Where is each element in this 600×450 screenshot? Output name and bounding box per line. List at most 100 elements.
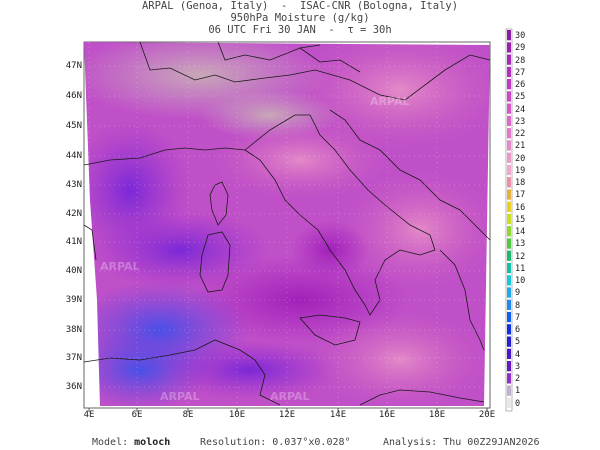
colorbar-tick-label: 22 [515, 129, 526, 140]
watermark: ARPAL [160, 390, 200, 403]
colorbar-tick-label: 6 [515, 325, 521, 336]
colorbar-swatch [507, 201, 511, 212]
colorbar-tick-label: 3 [515, 361, 521, 372]
colorbar-swatch [507, 54, 511, 65]
lat-label: 38N [65, 325, 82, 335]
resolution-label: Resolution: [200, 437, 267, 448]
colorbar-tick-label: 0 [515, 398, 521, 409]
colorbar-swatch [507, 262, 511, 274]
colorbar-tick-label: 17 [515, 190, 526, 201]
colorbar-tick-label: 7 [515, 312, 521, 323]
header-time: 06 UTC Fri 30 JAN - τ = 30h [208, 24, 392, 36]
lon-label: 6E [131, 410, 143, 420]
colorbar-tick-label: 4 [515, 349, 521, 360]
colorbar-tick-label: 25 [515, 92, 526, 103]
lat-label: 43N [65, 180, 82, 190]
lon-label: 8E [182, 410, 194, 420]
colorbar-swatch [507, 30, 511, 41]
colorbar-tick-label: 10 [515, 276, 526, 287]
colorbar-tick-label: 27 [515, 67, 526, 78]
analysis-value: Thu 00Z29JAN2026 [443, 437, 540, 448]
colorbar-swatch [507, 177, 511, 188]
gridlines [84, 42, 490, 408]
colorbar-swatch [507, 250, 511, 261]
resolution-value: 0.037°x0.028° [272, 437, 351, 448]
lon-label: 10E [228, 410, 246, 420]
colorbar-swatch [507, 385, 511, 396]
colorbar-swatch [507, 324, 511, 335]
colorbar-tick-label: 29 [515, 43, 526, 54]
moisture-field [84, 42, 490, 406]
colorbar-tick-label: 16 [515, 202, 526, 213]
footer-resolution: Resolution: 0.037°x0.028° [200, 437, 351, 448]
colorbar-tick-label: 5 [515, 337, 521, 348]
colorbar-swatch [507, 164, 511, 176]
colorbar-swatch [507, 311, 511, 323]
colorbar-tick-label: 20 [515, 153, 526, 164]
model-value: moloch [134, 437, 171, 448]
colorbar-tick-label: 21 [515, 141, 526, 152]
colorbar [505, 28, 513, 412]
colorbar-tick-label: 12 [515, 251, 526, 262]
colorbar-swatch [507, 152, 511, 163]
footer-analysis: Analysis: Thu 00Z29JAN2026 [383, 437, 540, 448]
colorbar-swatch [507, 275, 511, 286]
colorbar-swatch [507, 115, 511, 127]
colorbar-tick-label: 9 [515, 288, 521, 299]
lat-label: 47N [65, 61, 82, 71]
watermark: ARPAL [270, 390, 310, 403]
lon-label: 14E [329, 410, 347, 420]
colorbar-tick-label: 8 [515, 300, 521, 311]
coastlines [83, 41, 491, 406]
lat-label: 40N [65, 266, 82, 276]
colorbar-swatch [507, 140, 511, 151]
header-variable: 950hPa Moisture (g/kg) [230, 12, 370, 24]
lat-label: 36N [65, 382, 82, 392]
footer-model: Model: moloch [92, 437, 170, 448]
colorbar-tick-label: 19 [515, 165, 526, 176]
colorbar-swatch [507, 79, 511, 90]
colorbar-swatch [507, 397, 511, 408]
colorbar-tick-label: 24 [515, 104, 526, 115]
colorbar-swatch [507, 189, 511, 200]
lat-label: 45N [65, 121, 82, 131]
lat-label: 44N [65, 151, 82, 161]
watermark: ARPAL [370, 95, 410, 108]
colorbar-tick-label: 23 [515, 116, 526, 127]
colorbar-tick-label: 1 [515, 386, 521, 397]
colorbar-tick-label: 11 [515, 263, 526, 274]
lat-label: 41N [65, 237, 82, 247]
lon-label: 4E [83, 410, 95, 420]
lat-label: 46N [65, 91, 82, 101]
watermark: ARPAL [100, 260, 140, 273]
lon-label: 20E [478, 410, 496, 420]
colorbar-swatch [507, 213, 511, 225]
colorbar-swatch [507, 103, 511, 114]
colorbar-tick-label: 18 [515, 178, 526, 189]
lat-label: 42N [65, 209, 82, 219]
colorbar-swatch [507, 128, 511, 139]
colorbar-swatch [507, 91, 511, 102]
analysis-label: Analysis: [383, 437, 438, 448]
colorbar-swatch [507, 373, 511, 384]
colorbar-swatch [507, 361, 511, 372]
colorbar-swatch [507, 42, 511, 53]
lon-label: 18E [428, 410, 446, 420]
colorbar-tick-label: 14 [515, 227, 526, 238]
lon-label: 12E [278, 410, 296, 420]
colorbar-tick-label: 28 [515, 55, 526, 66]
lat-label: 37N [65, 353, 82, 363]
colorbar-swatch [507, 66, 511, 78]
colorbar-swatch [507, 348, 511, 359]
model-label: Model: [92, 437, 129, 448]
colorbar-tick-label: 13 [515, 239, 526, 250]
header-title: ARPAL (Genoa, Italy) - ISAC-CNR (Bologna… [141, 0, 459, 12]
colorbar-tick-label: 15 [515, 214, 526, 225]
colorbar-swatch [507, 287, 511, 298]
colorbar-tick-label: 2 [515, 374, 521, 385]
colorbar-swatch [507, 238, 511, 249]
colorbar-tick-label: 26 [515, 80, 526, 91]
lon-label: 16E [378, 410, 396, 420]
colorbar-tick-label: 30 [515, 31, 526, 41]
